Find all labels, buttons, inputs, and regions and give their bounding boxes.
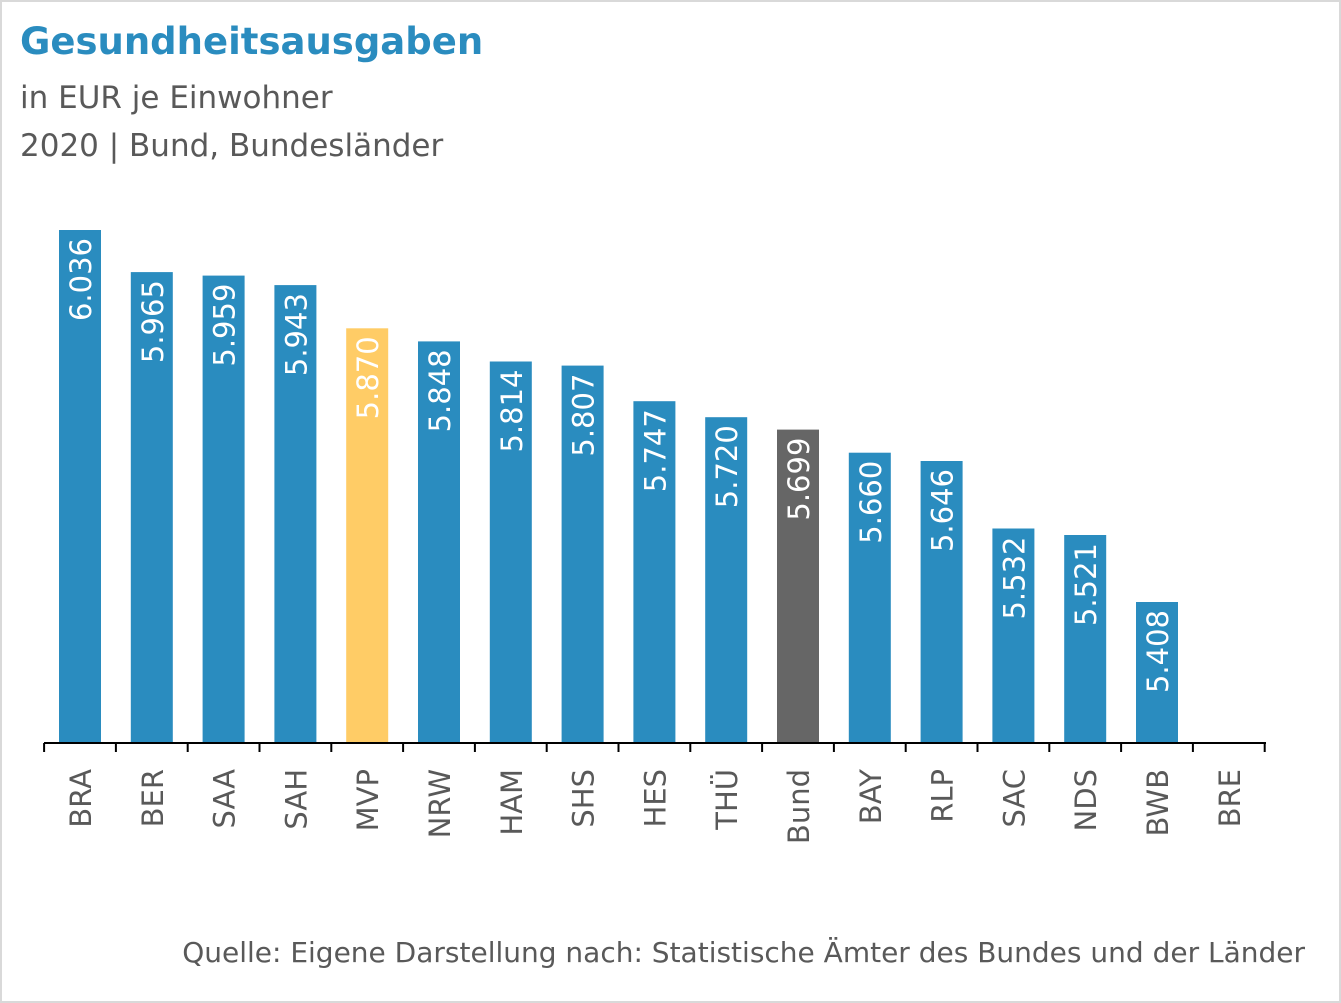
category-label-sah: SAH	[279, 769, 313, 830]
x-axis: BRA BER SAA SAH MVP NRW HAM SHS HES THÜ Bund BAY RLP…	[43, 742, 1266, 844]
value-label-bund: 5.699	[782, 438, 816, 521]
value-label-nds: 5.521	[1069, 543, 1103, 626]
value-label-rlp: 5.646	[926, 469, 960, 552]
value-label-bre: 5.156	[1213, 759, 1247, 842]
bar-nrw	[418, 341, 460, 743]
category-label-thü: THÜ	[710, 769, 744, 831]
category-label-bwb: BWB	[1141, 769, 1175, 836]
value-label-shs: 5.807	[567, 374, 601, 457]
value-label-ham: 5.814	[495, 370, 529, 453]
bar-sac	[992, 528, 1035, 743]
bar-sah	[274, 285, 317, 743]
value-label-bay: 5.660	[854, 461, 888, 544]
bar-hes	[633, 401, 676, 743]
source-note: Quelle: Eigene Darstellung nach: Statist…	[182, 936, 1305, 969]
value-label-hes: 5.747	[638, 409, 672, 492]
bar-shs	[561, 365, 604, 743]
bar-ham	[489, 361, 532, 743]
value-label-sah: 5.943	[279, 293, 313, 376]
category-label-sac: SAC	[997, 769, 1031, 828]
value-label-mvp: 5.870	[351, 336, 385, 419]
bar-nds	[1064, 535, 1107, 743]
value-label-nrw: 5.848	[423, 349, 457, 432]
category-label-shs: SHS	[567, 769, 601, 828]
bar-bay	[848, 452, 891, 743]
value-label-thü: 5.720	[710, 425, 744, 508]
category-label-nrw: NRW	[423, 769, 457, 838]
bar-ber	[130, 272, 173, 743]
category-label-saa: SAA	[208, 769, 242, 829]
category-label-ham: HAM	[495, 769, 529, 836]
category-label-ber: BER	[136, 769, 170, 827]
value-label-bra: 6.036	[64, 238, 98, 321]
category-label-bay: BAY	[854, 769, 888, 824]
category-label-hes: HES	[638, 769, 672, 828]
value-label-saa: 5.959	[208, 284, 242, 367]
bar-thü	[705, 417, 748, 743]
chart-subtitle-scope: 2020 | Bund, Bundesländer	[20, 128, 444, 164]
bar-mvp	[346, 328, 389, 743]
chart-title: Gesundheitsausgaben	[20, 20, 484, 63]
bar-saa	[202, 275, 245, 743]
value-label-bwb: 5.408	[1141, 610, 1175, 693]
value-label-sac: 5.532	[997, 537, 1031, 620]
category-label-bra: BRA	[64, 769, 98, 828]
category-label-bre: BRE	[1213, 769, 1247, 827]
category-label-rlp: RLP	[926, 769, 960, 823]
category-label-nds: NDS	[1069, 769, 1103, 831]
bar-bund	[777, 429, 819, 743]
bars-layer: 6.036 5.965 5.959 5.943 5.870 5.848 5.814 5.807…	[59, 230, 1247, 842]
chart-subtitle-unit: in EUR je Einwohner	[20, 80, 333, 116]
bar-bra	[59, 230, 101, 743]
bar-bwb	[1136, 602, 1178, 743]
category-label-bund: Bund	[782, 769, 816, 844]
category-label-mvp: MVP	[351, 769, 385, 831]
value-label-ber: 5.965	[136, 280, 170, 363]
bar-rlp	[920, 461, 963, 743]
